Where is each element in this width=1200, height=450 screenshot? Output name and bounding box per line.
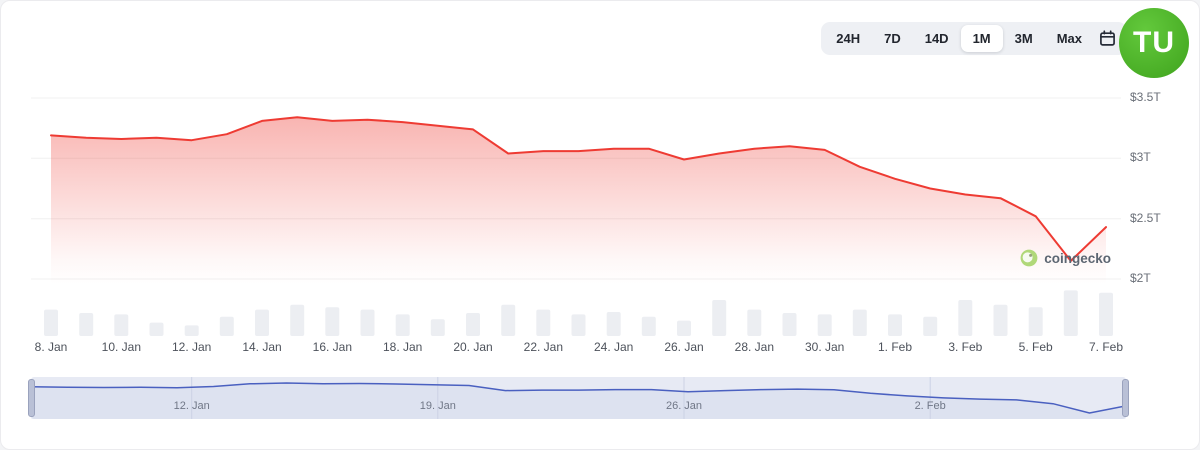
coingecko-lizard-icon [1020, 249, 1038, 267]
coingecko-watermark: coingecko [1020, 249, 1111, 267]
y-axis-label: $2T [1130, 271, 1151, 285]
range-button-group: 24H 7D 14D 1M 3M Max [824, 25, 1094, 52]
y-axis-label: $3.5T [1130, 90, 1161, 104]
range-button-3m[interactable]: 3M [1003, 25, 1045, 52]
x-axis-label: 28. Jan [734, 340, 775, 354]
x-axis-label: 26. Jan [664, 340, 704, 354]
x-axis-label: 24. Jan [593, 340, 634, 354]
x-axis-label: 8. Jan [34, 340, 68, 354]
market-cap-area-chart[interactable] [31, 79, 1121, 341]
range-navigator[interactable]: 12. Jan 19. Jan 26. Jan 2. Feb [28, 377, 1129, 419]
range-button-max[interactable]: Max [1045, 25, 1094, 52]
range-button-7d[interactable]: 7D [872, 25, 913, 52]
range-button-24h[interactable]: 24H [824, 25, 872, 52]
x-axis-label: 3. Feb [948, 340, 983, 354]
x-axis-label: 12. Jan [171, 340, 212, 354]
calendar-icon [1100, 30, 1115, 46]
navigator-mini-chart [30, 377, 1127, 419]
tu-logo: TU [1119, 8, 1189, 78]
x-axis-label: 5. Feb [1018, 340, 1053, 354]
x-axis-label: 10. Jan [101, 340, 142, 354]
time-range-toolbar: 24H 7D 14D 1M 3M Max [821, 22, 1127, 55]
navigator-right-handle[interactable] [1122, 379, 1129, 417]
x-axis-label: 1. Feb [877, 340, 913, 354]
x-axis-label: 14. Jan [242, 340, 282, 354]
tu-logo-text: TU [1133, 26, 1175, 59]
coingecko-text: coingecko [1044, 250, 1111, 266]
x-axis-label: 7. Feb [1088, 340, 1124, 354]
x-axis-label: 22. Jan [523, 340, 564, 354]
x-axis-label: 16. Jan [312, 340, 353, 354]
y-axis-label: $2.5T [1130, 210, 1161, 225]
x-axis-label: 20. Jan [453, 340, 493, 354]
calendar-button[interactable] [1094, 27, 1124, 50]
x-axis-label: 18. Jan [382, 340, 423, 354]
navigator-left-handle[interactable] [28, 379, 35, 417]
x-axis-label: 30. Jan [804, 340, 845, 354]
range-button-1m[interactable]: 1M [960, 25, 1003, 52]
range-button-14d[interactable]: 14D [913, 25, 961, 52]
y-axis-label: $3T [1130, 150, 1151, 165]
